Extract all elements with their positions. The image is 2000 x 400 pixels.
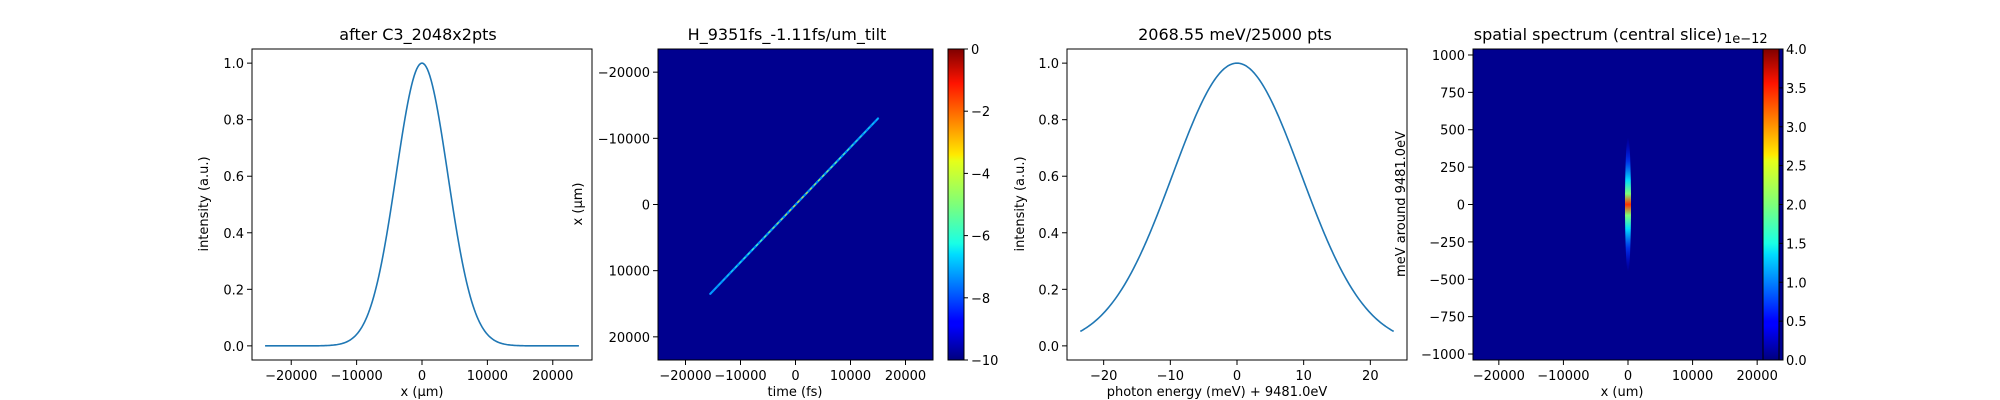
x-tick-label: 0	[418, 369, 426, 384]
y-tick-label: 0.8	[223, 114, 244, 129]
y-tick-label: 250	[1440, 161, 1465, 176]
y-tick-label: 1000	[1432, 49, 1465, 64]
colorbar-tick-label: 0	[971, 43, 979, 58]
x-tick-label: 0	[1624, 369, 1632, 384]
y-tick-label: −10000	[598, 132, 650, 147]
colorbar-tick-label: 0.0	[1786, 354, 1807, 369]
x-tick-label: 20000	[885, 369, 926, 384]
y-tick-label: 0.4	[1038, 227, 1059, 242]
colorbar-tick-label: −10	[971, 354, 998, 369]
y-tick-label: 0.2	[223, 283, 244, 298]
y-tick-label: 20000	[609, 331, 650, 346]
colorbar-tick-label: 1.5	[1786, 237, 1807, 252]
colorbar-tick-label: 3.0	[1786, 121, 1807, 136]
colorbar-tick-label: −2	[971, 105, 990, 120]
plot-area	[1067, 49, 1407, 360]
x-tick-label: 10	[1295, 369, 1312, 384]
y-tick-label: 1.0	[223, 57, 244, 72]
colorbar-tick-label: −4	[971, 167, 990, 182]
y-axis-label: intensity (a.u.)	[197, 156, 212, 251]
colorbar	[947, 48, 965, 361]
x-tick-label: −20000	[659, 369, 711, 384]
y-tick-label: −750	[1429, 311, 1465, 326]
y-tick-label: 1.0	[1038, 57, 1059, 72]
y-tick-label: 0.0	[1038, 340, 1059, 355]
panel-intensity-x: after C3_2048x2pts −20000 −10000 0 10000 200…	[197, 25, 593, 400]
x-axis-label: photon energy (meV) + 9481.0eV	[1107, 385, 1328, 400]
x-axis-label: time (fs)	[768, 385, 823, 400]
colorbar-tick-label: 1.0	[1786, 276, 1807, 291]
heatmap-line-highlight	[709, 118, 879, 295]
colorbar	[1762, 48, 1780, 361]
x-tick-label: 20000	[1736, 369, 1777, 384]
chart-title: spatial spectrum (central slice)	[1474, 25, 1722, 44]
heatmap-streak	[1625, 137, 1631, 272]
y-tick-label: −1000	[1421, 348, 1465, 363]
y-tick-label: 0	[1457, 199, 1465, 214]
colorbar-tick-label: 2.5	[1786, 160, 1807, 175]
x-tick-label: −10000	[714, 369, 766, 384]
colorbar-tick-label: 4.0	[1786, 43, 1807, 58]
x-tick-label: 10000	[830, 369, 871, 384]
y-axis-label: intensity (a.u.)	[1013, 156, 1028, 251]
y-tick-label: −500	[1429, 273, 1465, 288]
x-tick-label: 0	[1233, 369, 1241, 384]
x-tick-label: 20000	[532, 369, 573, 384]
y-axis-label: x (μm)	[571, 183, 586, 226]
panel-spatial-spectrum: spatial spectrum (central slice) −20000−…	[1394, 25, 1807, 400]
y-tick-label: 0.8	[1038, 114, 1059, 129]
y-tick-label: 10000	[609, 265, 650, 280]
y-tick-label: 750	[1440, 86, 1465, 101]
colorbar-tick-label: −8	[971, 292, 990, 307]
y-tick-label: 0.0	[223, 340, 244, 355]
y-tick-label: −20000	[598, 66, 650, 81]
y-tick-label: −250	[1429, 236, 1465, 251]
colorbar-tick-label: 3.5	[1786, 82, 1807, 97]
chart-title: H_9351fs_-1.11fs/um_tilt	[688, 25, 887, 45]
x-axis-label: x (um)	[1601, 385, 1644, 400]
chart-title: 2068.55 meV/25000 pts	[1138, 25, 1332, 44]
y-tick-label: 0.6	[1038, 170, 1059, 185]
plot-area	[252, 49, 592, 360]
x-tick-label: 0	[791, 369, 799, 384]
y-tick-label: 0.4	[223, 227, 244, 242]
chart-title: after C3_2048x2pts	[339, 25, 496, 45]
x-tick-label: −20	[1090, 369, 1117, 384]
x-tick-label: −10	[1157, 369, 1184, 384]
series-line	[265, 62, 579, 347]
x-tick-label: 10000	[467, 369, 508, 384]
panel-spatiotemporal-heatmap: H_9351fs_-1.11fs/um_tilt −20000 −10000 0 10…	[571, 25, 998, 400]
colorbar-tick-label: −6	[971, 230, 990, 245]
x-tick-label: 20	[1362, 369, 1379, 384]
y-tick-label: 500	[1440, 124, 1465, 139]
x-tick-label: −20000	[265, 369, 317, 384]
y-tick-label: 0.6	[223, 170, 244, 185]
x-axis-label: x (μm)	[401, 385, 444, 400]
x-tick-label: −10000	[330, 369, 382, 384]
x-tick-label: −10000	[1537, 369, 1589, 384]
series-line	[1079, 62, 1395, 333]
colorbar-offset-text: 1e−12	[1724, 32, 1768, 47]
y-tick-label: 0	[642, 199, 650, 214]
colorbar-tick-label: 0.5	[1786, 315, 1807, 330]
x-tick-label: −20000	[1473, 369, 1525, 384]
y-tick-label: 0.2	[1038, 283, 1059, 298]
x-tick-label: 10000	[1672, 369, 1713, 384]
panel-intensity-energy: 2068.55 meV/25000 pts −20 −10 0 10 20 0.0 0.2…	[1013, 25, 1408, 400]
colorbar-tick-label: 2.0	[1786, 199, 1807, 214]
y-axis-label: meV around 9481.0eV	[1394, 131, 1409, 277]
